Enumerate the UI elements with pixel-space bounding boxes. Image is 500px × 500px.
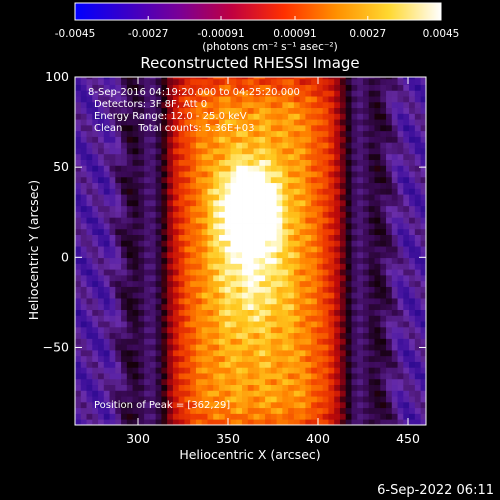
colorbar-tick-label: -0.0045: [55, 28, 96, 40]
colorbar-tick-label: 0.0027: [349, 28, 386, 40]
colorbar-ticks: -0.0045 -0.0027 -0.00091 0.00091 0.0027 0.004…: [55, 2, 460, 40]
colorbar-tick-label: -0.00091: [197, 28, 244, 40]
annotation-time: 8-Sep-2016 04:19:20.000 to 04:25:20.000: [88, 87, 300, 98]
y-axis-label: Heliocentric Y (arcsec): [26, 180, 41, 320]
x-tick-label: 400: [306, 431, 330, 446]
y-tick-label: 0: [61, 249, 69, 264]
annotation-peak: Position of Peak = [362,29]: [94, 400, 230, 411]
colorbar-unit-label: (photons cm⁻² s⁻¹ asec⁻²): [202, 41, 337, 53]
annotation-energy: Energy Range: 12.0 - 25.0 keV: [94, 111, 247, 122]
annotation-detectors: Detectors: 3F 8F, Att 0: [94, 99, 207, 110]
colorbar: [75, 3, 441, 20]
y-tick-label: 100: [45, 69, 69, 84]
heatmap-image: [75, 77, 426, 425]
colorbar-tick-label: 0.0045: [423, 28, 460, 40]
annotation-clean: Clean Total counts: 5.36E+03: [94, 123, 254, 134]
x-tick-label: 350: [216, 431, 240, 446]
x-tick-label: 300: [126, 431, 150, 446]
chart-title: Reconstructed RHESSI Image: [140, 54, 359, 72]
y-tick-label: 50: [53, 159, 69, 174]
colorbar-tick-label: 0.00091: [273, 28, 316, 40]
axis-ticks: 300 350 400 450 −50 0 50 100: [43, 69, 426, 446]
y-tick-label: −50: [43, 339, 69, 354]
colorbar-frame: [74, 2, 442, 21]
x-tick-label: 450: [396, 431, 420, 446]
x-axis-label: Heliocentric X (arcsec): [179, 447, 320, 462]
plot-frame: [74, 76, 427, 426]
colorbar-tick-label: -0.0027: [128, 28, 169, 40]
generated-timestamp: 6-Sep-2022 06:11: [377, 483, 494, 498]
